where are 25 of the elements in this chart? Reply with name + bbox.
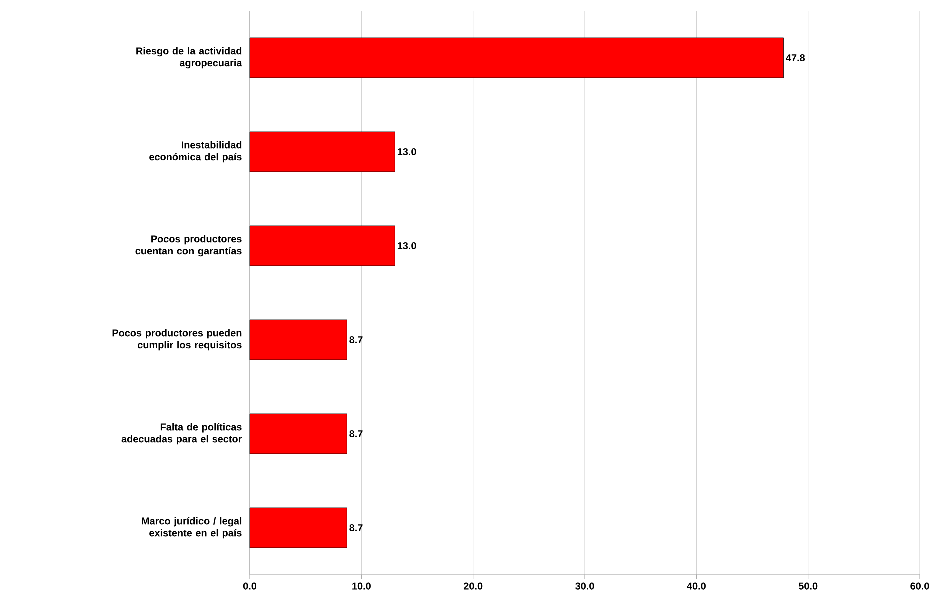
y-tick-label: Riesgo de la actividad agropecuaria <box>136 47 242 69</box>
x-tick-label: 60.0 <box>910 582 930 590</box>
y-tick-label: Falta de políticas adecuadas para el sector <box>122 423 242 445</box>
x-tick-label: 30.0 <box>576 582 594 590</box>
bar <box>250 226 396 266</box>
y-tick-label: Pocos productores pueden cumplir los requisitos <box>112 329 242 351</box>
data-label: 8.7 <box>350 430 363 438</box>
data-label: 8.7 <box>350 524 363 532</box>
bar <box>250 414 348 454</box>
data-label: 47.8 <box>786 54 806 62</box>
x-tick-label: 20.0 <box>464 582 483 590</box>
bar <box>250 320 348 360</box>
data-label: 13.0 <box>398 242 416 250</box>
data-label: 8.7 <box>350 336 363 344</box>
y-tick-label: Pocos productores cuentan con garantías <box>136 235 242 257</box>
data-label: 13.0 <box>398 148 416 156</box>
y-tick-label: Marco jurídico / legal existente en el país <box>142 517 242 539</box>
x-tick-label: 0.0 <box>243 582 257 590</box>
bar <box>250 508 348 548</box>
x-tick-label: 50.0 <box>798 582 818 590</box>
x-tick-label: 10.0 <box>352 582 371 590</box>
x-tick-label: 40.0 <box>687 582 706 590</box>
bar <box>250 38 784 78</box>
y-tick-label: Inestabilidad económica del país <box>150 141 242 163</box>
bar <box>250 132 396 172</box>
